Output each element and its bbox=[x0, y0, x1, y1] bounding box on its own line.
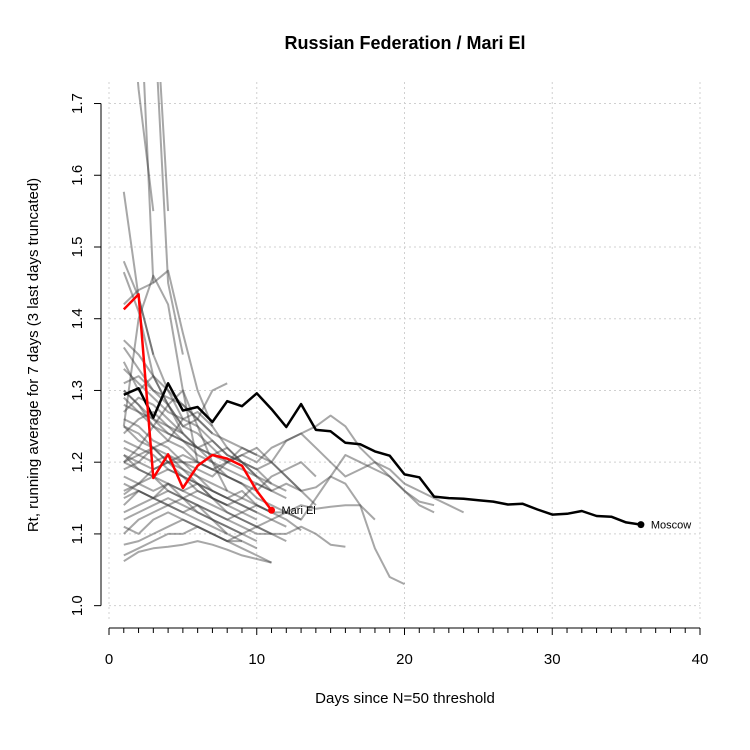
y-axis-label: Rt, running average for 7 days (3 last d… bbox=[25, 178, 42, 532]
background-series-line bbox=[122, 260, 184, 420]
background-series-line bbox=[123, 454, 272, 514]
y-tick-label: 1.4 bbox=[69, 308, 86, 329]
background-series-line bbox=[122, 361, 228, 428]
x-tick-label: 10 bbox=[248, 651, 265, 668]
y-tick-label: 1.2 bbox=[69, 452, 86, 473]
highlight-series-end-point bbox=[268, 506, 276, 514]
x-tick-label: 30 bbox=[544, 651, 561, 668]
background-series-line bbox=[123, 482, 287, 542]
background-series-group bbox=[122, 82, 465, 586]
y-tick-label: 1.6 bbox=[69, 165, 86, 186]
background-series-line bbox=[156, 82, 184, 355]
highlight-series-label: Mari El bbox=[282, 505, 316, 517]
background-series-line bbox=[123, 368, 273, 485]
background-series-line bbox=[122, 274, 199, 463]
x-tick-label: 0 bbox=[105, 651, 113, 668]
y-tick-label: 1.5 bbox=[69, 237, 86, 258]
reference-series-group bbox=[123, 382, 645, 529]
x-tick-label: 20 bbox=[396, 651, 413, 668]
background-series-line bbox=[123, 414, 435, 514]
background-series-line bbox=[123, 432, 465, 514]
background-series-line bbox=[123, 418, 302, 521]
background-series-line bbox=[123, 396, 287, 499]
background-series-line bbox=[123, 269, 214, 427]
background-series-line bbox=[159, 82, 170, 212]
reference-series-label: Moscow bbox=[651, 520, 691, 532]
background-series-line bbox=[123, 468, 258, 521]
background-series-line bbox=[136, 82, 155, 212]
background-series-line bbox=[123, 511, 242, 543]
background-series-line bbox=[123, 482, 258, 550]
background-series-line bbox=[123, 454, 435, 507]
background-series-line bbox=[123, 389, 287, 492]
background-series-line bbox=[123, 389, 258, 478]
background-series-line bbox=[123, 403, 317, 506]
background-series-line bbox=[123, 497, 243, 535]
y-tick-label: 1.0 bbox=[69, 595, 86, 616]
background-series-line bbox=[123, 525, 272, 564]
background-series-line bbox=[123, 540, 272, 564]
x-axis-label: Days since N=50 threshold bbox=[315, 690, 495, 707]
axes: 0 10 20 30 40 1.0 1.1 1.2 1.3 1.4 1.5 1.6 1.7 bbox=[69, 93, 708, 668]
x-tick-label: 40 bbox=[692, 651, 709, 668]
background-series-line bbox=[123, 339, 214, 435]
grid bbox=[108, 82, 701, 620]
chart-title: Russian Federation / Mari El bbox=[284, 33, 525, 53]
highlight-series-line bbox=[122, 293, 273, 511]
reference-series-line bbox=[123, 382, 642, 526]
background-series-line bbox=[123, 446, 228, 507]
background-series-line bbox=[123, 475, 405, 586]
background-series-line bbox=[123, 461, 346, 548]
y-tick-label: 1.3 bbox=[69, 380, 86, 401]
y-tick-label: 1.1 bbox=[69, 523, 86, 544]
background-series-line bbox=[123, 461, 272, 535]
y-tick-label: 1.7 bbox=[69, 93, 86, 114]
highlight-series-group bbox=[122, 293, 276, 514]
background-series-line bbox=[123, 518, 258, 546]
background-series-line bbox=[123, 425, 258, 514]
background-series-line bbox=[143, 82, 155, 283]
background-series-line bbox=[123, 489, 228, 535]
background-series-line bbox=[123, 439, 317, 492]
background-series-line bbox=[123, 497, 376, 535]
reference-series-end-point bbox=[637, 521, 645, 529]
